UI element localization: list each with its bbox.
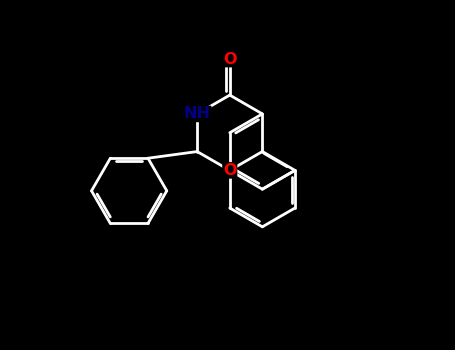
Text: O: O: [223, 51, 237, 66]
Text: O: O: [223, 163, 237, 178]
Text: NH: NH: [184, 106, 211, 121]
